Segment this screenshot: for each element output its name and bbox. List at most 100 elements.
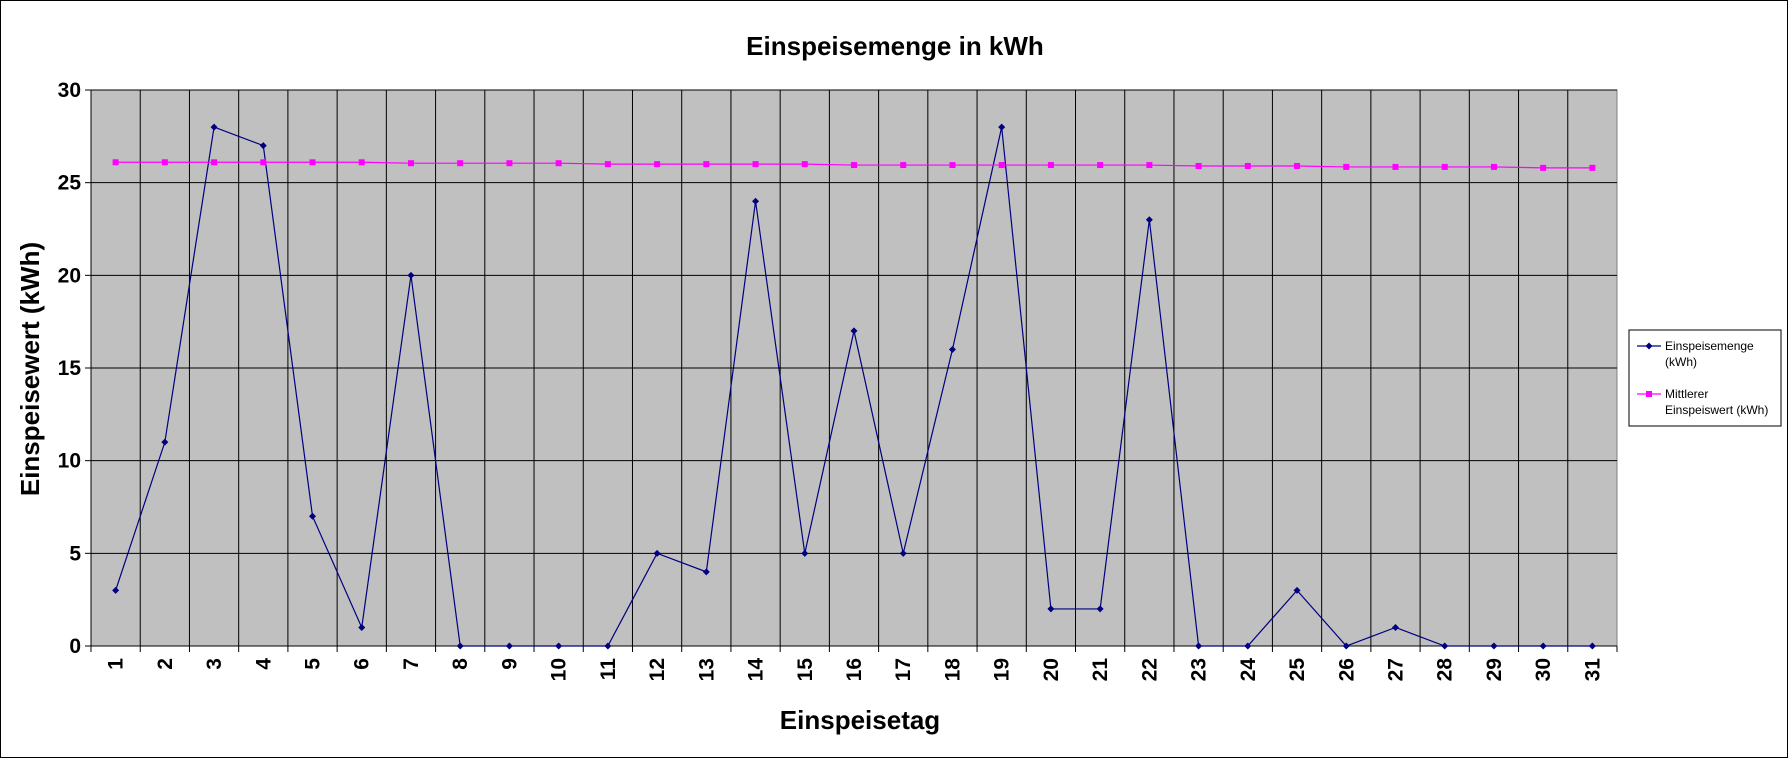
data-point xyxy=(654,161,661,168)
data-point xyxy=(949,162,956,169)
data-point xyxy=(900,162,907,169)
data-point xyxy=(1539,642,1547,650)
y-axis-ticks: 0 5 10 15 20 25 30 xyxy=(58,79,91,658)
data-point xyxy=(1244,642,1252,650)
x-tick-label: 8 xyxy=(449,658,472,670)
data-point xyxy=(112,159,119,166)
x-tick-label: 7 xyxy=(400,658,423,670)
x-tick-label: 28 xyxy=(1434,658,1457,682)
x-tick-label: 19 xyxy=(991,658,1014,681)
data-point xyxy=(161,159,168,166)
data-point xyxy=(457,160,464,167)
data-point xyxy=(998,162,1005,169)
grid-lines xyxy=(90,89,1617,647)
x-tick-label: 16 xyxy=(843,658,866,681)
x-tick-label: 6 xyxy=(351,658,374,670)
y-tick-label: 10 xyxy=(58,450,81,473)
data-point xyxy=(112,586,120,594)
data-point xyxy=(260,159,267,166)
x-tick-label: 3 xyxy=(203,658,226,670)
data-point xyxy=(1391,623,1399,631)
data-point xyxy=(998,123,1006,131)
data-point xyxy=(1392,163,1399,170)
data-point xyxy=(309,512,317,520)
x-tick-label: 12 xyxy=(646,658,669,681)
legend-marker xyxy=(1646,391,1652,397)
data-point xyxy=(211,159,218,166)
legend-marker xyxy=(1645,342,1653,350)
x-tick-label: 5 xyxy=(302,658,325,670)
x-tick-label: 9 xyxy=(498,658,521,670)
x-tick-label: 15 xyxy=(794,658,817,682)
legend-label: Einspeisemenge xyxy=(1665,339,1754,353)
y-tick-label: 25 xyxy=(58,172,82,195)
data-point xyxy=(210,123,218,131)
data-point xyxy=(1047,162,1054,169)
x-axis-title: Einspeisetag xyxy=(780,705,940,735)
data-point xyxy=(309,159,316,166)
data-point xyxy=(1195,162,1202,169)
data-point xyxy=(1096,605,1104,613)
legend-label: (kWh) xyxy=(1665,355,1697,369)
x-tick-label: 18 xyxy=(941,658,964,682)
x-tick-label: 20 xyxy=(1040,658,1063,681)
data-point xyxy=(506,160,513,167)
x-tick-label: 1 xyxy=(105,658,128,670)
data-point xyxy=(801,161,808,168)
series-2 xyxy=(112,159,1596,171)
x-tick-label: 13 xyxy=(695,658,718,681)
data-point xyxy=(604,642,612,650)
data-point xyxy=(1244,162,1251,169)
x-tick-label: 21 xyxy=(1089,658,1112,682)
data-point xyxy=(1145,216,1153,224)
x-tick-label: 24 xyxy=(1237,658,1260,682)
data-point xyxy=(702,568,710,576)
chart-title: Einspeisemenge in kWh xyxy=(746,31,1044,61)
y-tick-label: 5 xyxy=(69,542,81,565)
data-point xyxy=(555,642,563,650)
y-tick-label: 20 xyxy=(58,264,81,287)
x-tick-label: 31 xyxy=(1581,658,1604,682)
series-layer xyxy=(112,123,1596,650)
legend-label: Mittlerer xyxy=(1665,387,1708,401)
data-point xyxy=(1047,605,1055,613)
data-point xyxy=(407,160,414,167)
data-point xyxy=(1589,164,1596,171)
data-point xyxy=(850,327,858,335)
data-point xyxy=(653,549,661,557)
x-tick-label: 14 xyxy=(745,658,768,682)
x-tick-label: 29 xyxy=(1483,658,1506,681)
legend-label: Einspeiswert (kWh) xyxy=(1665,403,1768,417)
data-point xyxy=(752,197,760,205)
y-tick-label: 30 xyxy=(58,79,81,102)
x-tick-label: 27 xyxy=(1384,658,1407,681)
data-point xyxy=(703,161,710,168)
data-point xyxy=(1490,163,1497,170)
data-point xyxy=(1294,162,1301,169)
x-tick-label: 2 xyxy=(154,658,177,670)
data-point xyxy=(1441,642,1449,650)
y-tick-label: 0 xyxy=(69,635,81,658)
data-point xyxy=(801,549,809,557)
data-point xyxy=(161,438,169,446)
x-tick-label: 30 xyxy=(1532,658,1555,681)
data-point xyxy=(456,642,464,650)
series-1 xyxy=(112,123,1596,650)
data-point xyxy=(505,642,513,650)
x-tick-label: 4 xyxy=(252,658,275,670)
x-tick-label: 25 xyxy=(1286,658,1309,682)
data-point xyxy=(1195,642,1203,650)
data-point xyxy=(899,549,907,557)
data-point xyxy=(1293,586,1301,594)
x-tick-label: 11 xyxy=(597,658,620,681)
data-point xyxy=(1342,642,1350,650)
data-point xyxy=(1097,162,1104,169)
x-tick-label: 17 xyxy=(892,658,915,681)
data-point xyxy=(358,623,366,631)
x-axis-ticks: 1 2 3 4 5 6 7 8 9 10 11 12 13 14 15 16 17 18 19 20 21 22 23 24 2… xyxy=(90,646,1618,682)
data-point xyxy=(1490,642,1498,650)
data-point xyxy=(555,160,562,167)
data-point xyxy=(259,142,267,150)
data-point xyxy=(358,159,365,166)
